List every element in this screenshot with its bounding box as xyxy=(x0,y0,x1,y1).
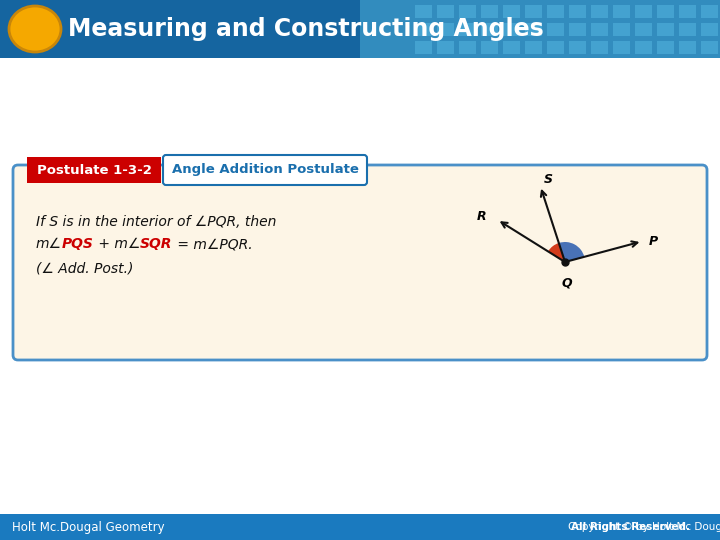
Text: Q: Q xyxy=(562,276,572,289)
Bar xyxy=(679,41,696,54)
Bar xyxy=(635,5,652,18)
Bar xyxy=(481,23,498,36)
Bar xyxy=(437,23,454,36)
Bar xyxy=(569,23,586,36)
Bar xyxy=(613,23,630,36)
Bar xyxy=(415,23,432,36)
Text: If S is in the interior of ∠PQR, then: If S is in the interior of ∠PQR, then xyxy=(36,215,276,229)
Bar xyxy=(0,514,720,540)
Text: Angle Addition Postulate: Angle Addition Postulate xyxy=(171,164,359,177)
Text: (∠ Add. Post.): (∠ Add. Post.) xyxy=(36,261,133,275)
FancyBboxPatch shape xyxy=(163,155,367,185)
Bar xyxy=(657,23,674,36)
Text: m∠: m∠ xyxy=(36,237,62,251)
Bar xyxy=(679,23,696,36)
Bar xyxy=(547,5,564,18)
Text: P: P xyxy=(648,235,657,248)
Text: + m∠: + m∠ xyxy=(94,237,140,251)
Bar xyxy=(701,23,718,36)
Bar xyxy=(459,5,476,18)
Wedge shape xyxy=(548,243,565,262)
Text: = m∠PQR.: = m∠PQR. xyxy=(173,237,252,251)
Bar xyxy=(657,5,674,18)
Bar xyxy=(481,41,498,54)
Bar xyxy=(481,5,498,18)
Text: SQR: SQR xyxy=(140,237,173,251)
Bar xyxy=(415,5,432,18)
Bar xyxy=(613,5,630,18)
Bar xyxy=(459,41,476,54)
Bar xyxy=(503,5,520,18)
Text: R: R xyxy=(477,210,487,223)
Text: Holt Mc.Dougal Geometry: Holt Mc.Dougal Geometry xyxy=(12,521,165,534)
Text: PQS: PQS xyxy=(62,237,94,251)
Bar xyxy=(591,23,608,36)
Bar xyxy=(613,41,630,54)
Bar xyxy=(591,41,608,54)
Text: S: S xyxy=(544,173,553,186)
Bar xyxy=(437,5,454,18)
Bar xyxy=(679,5,696,18)
Bar xyxy=(569,5,586,18)
Bar xyxy=(525,5,542,18)
Bar xyxy=(360,0,720,58)
Bar xyxy=(635,41,652,54)
Wedge shape xyxy=(559,242,585,262)
Bar xyxy=(701,41,718,54)
Text: Copyright © by Holt Mc Dougal.: Copyright © by Holt Mc Dougal. xyxy=(568,522,720,532)
FancyBboxPatch shape xyxy=(27,157,161,183)
Bar xyxy=(657,41,674,54)
Bar xyxy=(547,23,564,36)
Bar xyxy=(635,23,652,36)
FancyBboxPatch shape xyxy=(13,165,707,360)
Bar xyxy=(547,41,564,54)
Bar xyxy=(437,41,454,54)
Bar xyxy=(591,5,608,18)
Bar xyxy=(503,23,520,36)
Bar xyxy=(701,5,718,18)
Bar xyxy=(503,41,520,54)
Ellipse shape xyxy=(9,6,61,52)
Bar xyxy=(459,23,476,36)
Bar xyxy=(569,41,586,54)
Text: All Rights Reserved.: All Rights Reserved. xyxy=(571,522,690,532)
Bar xyxy=(525,23,542,36)
Text: Measuring and Constructing Angles: Measuring and Constructing Angles xyxy=(68,17,544,41)
Bar xyxy=(0,0,720,58)
Text: Postulate 1-3-2: Postulate 1-3-2 xyxy=(37,164,151,177)
Bar xyxy=(525,41,542,54)
Bar xyxy=(415,41,432,54)
